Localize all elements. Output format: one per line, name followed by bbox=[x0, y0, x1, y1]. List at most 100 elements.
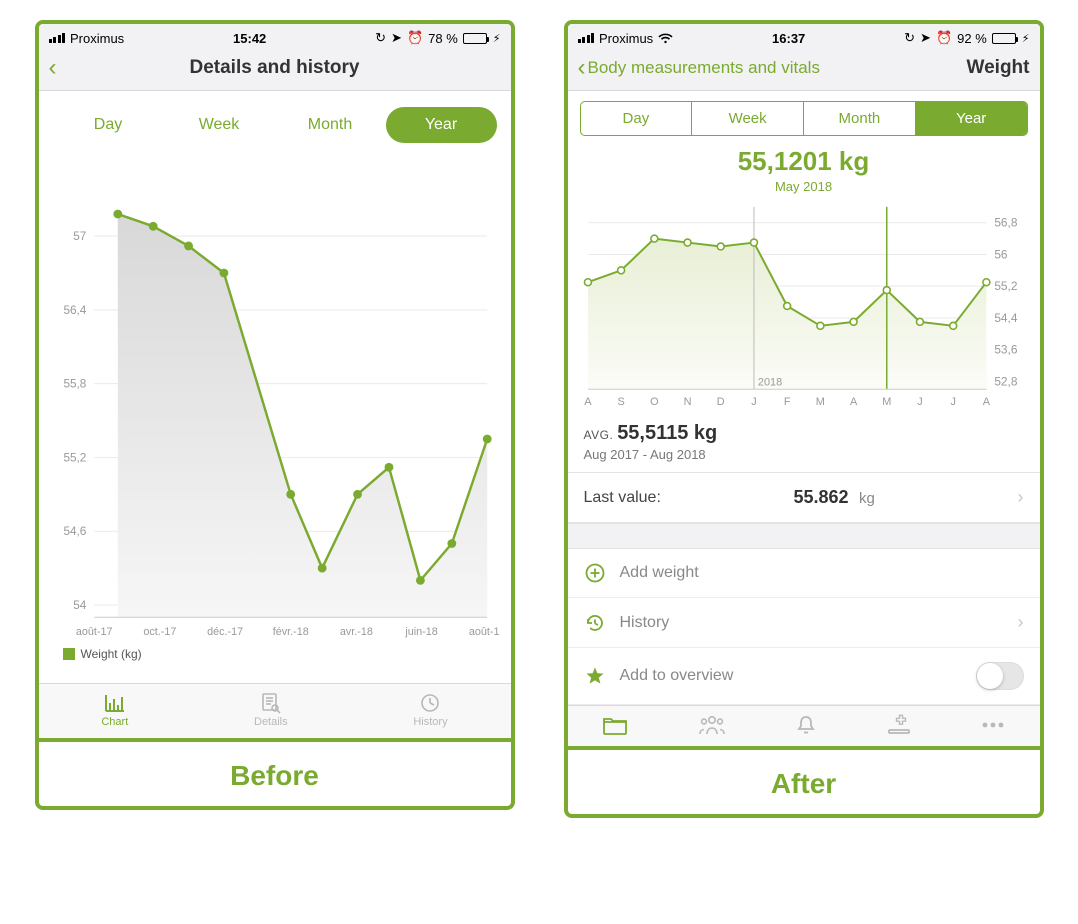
date-range: Aug 2017 - Aug 2018 bbox=[584, 447, 1024, 462]
svg-text:53,6: 53,6 bbox=[994, 343, 1018, 357]
avg-value: 55,5115 kg bbox=[617, 422, 717, 444]
nav-header: ‹ Body measurements and vitals Weight bbox=[568, 48, 1040, 91]
medical-icon bbox=[887, 714, 911, 736]
svg-text:M: M bbox=[815, 396, 824, 408]
battery-pct: 78 % bbox=[428, 31, 458, 46]
people-icon bbox=[698, 714, 726, 736]
bell-icon bbox=[795, 714, 817, 736]
svg-text:57: 57 bbox=[73, 230, 86, 243]
svg-text:A: A bbox=[982, 396, 990, 408]
bottom-tab-bar: Chart Details History bbox=[39, 683, 511, 738]
tab-alerts[interactable] bbox=[795, 714, 817, 736]
bar-chart-icon bbox=[104, 692, 126, 714]
clock-time: 16:37 bbox=[772, 31, 805, 46]
seg-day[interactable]: Day bbox=[53, 107, 164, 143]
tab-folder[interactable] bbox=[602, 714, 628, 736]
chevron-right-icon: › bbox=[1018, 487, 1024, 508]
chevron-right-icon: › bbox=[1018, 612, 1024, 633]
weight-chart: 5454,655,255,856,457août-17oct.-17déc.-1… bbox=[39, 153, 511, 683]
battery-icon bbox=[463, 33, 487, 44]
add-weight-row[interactable]: Add weight bbox=[568, 549, 1040, 598]
status-bar: Proximus 16:37 ↻ ➤ ⏰ 92 % ⚡︎ bbox=[568, 24, 1040, 48]
after-caption-bar: After bbox=[568, 746, 1040, 814]
last-value-unit: kg bbox=[859, 490, 875, 507]
tab-people[interactable] bbox=[698, 714, 726, 736]
carrier-label: Proximus bbox=[70, 31, 124, 46]
rotate-lock-icon: ↻ bbox=[375, 30, 386, 46]
svg-text:55,8: 55,8 bbox=[63, 378, 86, 391]
period-selector: Day Week Month Year bbox=[39, 91, 511, 153]
history-row[interactable]: History › bbox=[568, 598, 1040, 648]
breadcrumb[interactable]: Body measurements and vitals bbox=[588, 58, 961, 78]
seg-year[interactable]: Year bbox=[916, 102, 1027, 135]
svg-text:52,8: 52,8 bbox=[994, 374, 1018, 388]
svg-text:54,4: 54,4 bbox=[994, 311, 1018, 325]
after-frame: Proximus 16:37 ↻ ➤ ⏰ 92 % ⚡︎ ‹ Body meas… bbox=[564, 20, 1044, 818]
alarm-icon: ⏰ bbox=[936, 30, 952, 46]
battery-icon bbox=[992, 33, 1016, 44]
after-caption: After bbox=[771, 768, 836, 799]
seg-month[interactable]: Month bbox=[275, 107, 386, 143]
seg-week[interactable]: Week bbox=[164, 107, 275, 143]
tab-medical[interactable] bbox=[887, 714, 911, 736]
wifi-icon bbox=[658, 33, 673, 44]
svg-text:A: A bbox=[584, 396, 592, 408]
battery-pct: 92 % bbox=[957, 31, 987, 46]
svg-text:56: 56 bbox=[994, 247, 1008, 261]
after-screen: Proximus 16:37 ↻ ➤ ⏰ 92 % ⚡︎ ‹ Body meas… bbox=[568, 24, 1040, 746]
page-title: Weight bbox=[967, 57, 1030, 79]
svg-text:56,8: 56,8 bbox=[994, 216, 1018, 230]
period-selector: Day Week Month Year bbox=[568, 91, 1040, 146]
tab-history-label: History bbox=[413, 716, 447, 728]
svg-text:oct.-17: oct.-17 bbox=[143, 626, 176, 638]
back-button[interactable]: ‹ bbox=[49, 56, 57, 80]
add-to-overview-label: Add to overview bbox=[620, 667, 962, 685]
page-title: Details and history bbox=[39, 57, 511, 79]
folder-icon bbox=[602, 714, 628, 736]
svg-text:févr.-18: févr.-18 bbox=[272, 626, 308, 638]
svg-text:55,2: 55,2 bbox=[994, 279, 1017, 293]
svg-text:54,6: 54,6 bbox=[63, 525, 86, 538]
tab-history[interactable]: History bbox=[413, 692, 447, 728]
svg-text:N: N bbox=[683, 396, 691, 408]
last-value-row[interactable]: Last value: 55.862 kg › bbox=[568, 473, 1040, 523]
doc-search-icon bbox=[260, 692, 282, 714]
legend-swatch bbox=[63, 648, 75, 660]
svg-text:août-18: août-18 bbox=[468, 626, 498, 638]
signal-icon bbox=[49, 33, 66, 43]
add-to-overview-row[interactable]: Add to overview bbox=[568, 648, 1040, 705]
tab-more[interactable] bbox=[981, 714, 1005, 736]
star-icon bbox=[584, 666, 606, 686]
selected-reading: 55,1201 kg May 2018 bbox=[568, 146, 1040, 194]
tab-details-label: Details bbox=[254, 716, 288, 728]
svg-text:56,4: 56,4 bbox=[63, 304, 86, 317]
overview-toggle[interactable] bbox=[976, 662, 1024, 690]
seg-day[interactable]: Day bbox=[581, 102, 693, 135]
svg-text:avr.-18: avr.-18 bbox=[339, 626, 372, 638]
seg-year[interactable]: Year bbox=[386, 107, 497, 143]
tab-chart[interactable]: Chart bbox=[101, 692, 128, 728]
alarm-icon: ⏰ bbox=[407, 30, 423, 46]
svg-text:J: J bbox=[751, 396, 756, 408]
section-gap bbox=[568, 523, 1040, 549]
actions-list: Add weight History › Add to overview bbox=[568, 549, 1040, 705]
add-weight-label: Add weight bbox=[620, 564, 1024, 582]
status-bar: Proximus 15:42 ↻ ➤ ⏰ 78 % ⚡︎ bbox=[39, 24, 511, 48]
svg-text:F: F bbox=[783, 396, 790, 408]
seg-week[interactable]: Week bbox=[692, 102, 804, 135]
seg-month[interactable]: Month bbox=[804, 102, 916, 135]
svg-text:55,2: 55,2 bbox=[63, 451, 86, 464]
svg-text:O: O bbox=[650, 396, 658, 408]
before-screen: Proximus 15:42 ↻ ➤ ⏰ 78 % ⚡︎ ‹ Details a… bbox=[39, 24, 511, 738]
svg-text:A: A bbox=[849, 396, 857, 408]
plus-circle-icon bbox=[584, 563, 606, 583]
tab-details[interactable]: Details bbox=[254, 692, 288, 728]
weight-chart[interactable]: 52,853,654,455,25656,8ASONDJFMAMJJA2018 bbox=[568, 194, 1040, 416]
back-button[interactable]: ‹ bbox=[578, 56, 586, 80]
chart-legend: Weight (kg) bbox=[51, 643, 499, 661]
svg-text:2018: 2018 bbox=[757, 376, 781, 388]
charging-icon: ⚡︎ bbox=[493, 32, 501, 45]
charging-icon: ⚡︎ bbox=[1022, 32, 1030, 45]
history-label: History bbox=[620, 614, 1004, 632]
svg-text:M: M bbox=[882, 396, 891, 408]
